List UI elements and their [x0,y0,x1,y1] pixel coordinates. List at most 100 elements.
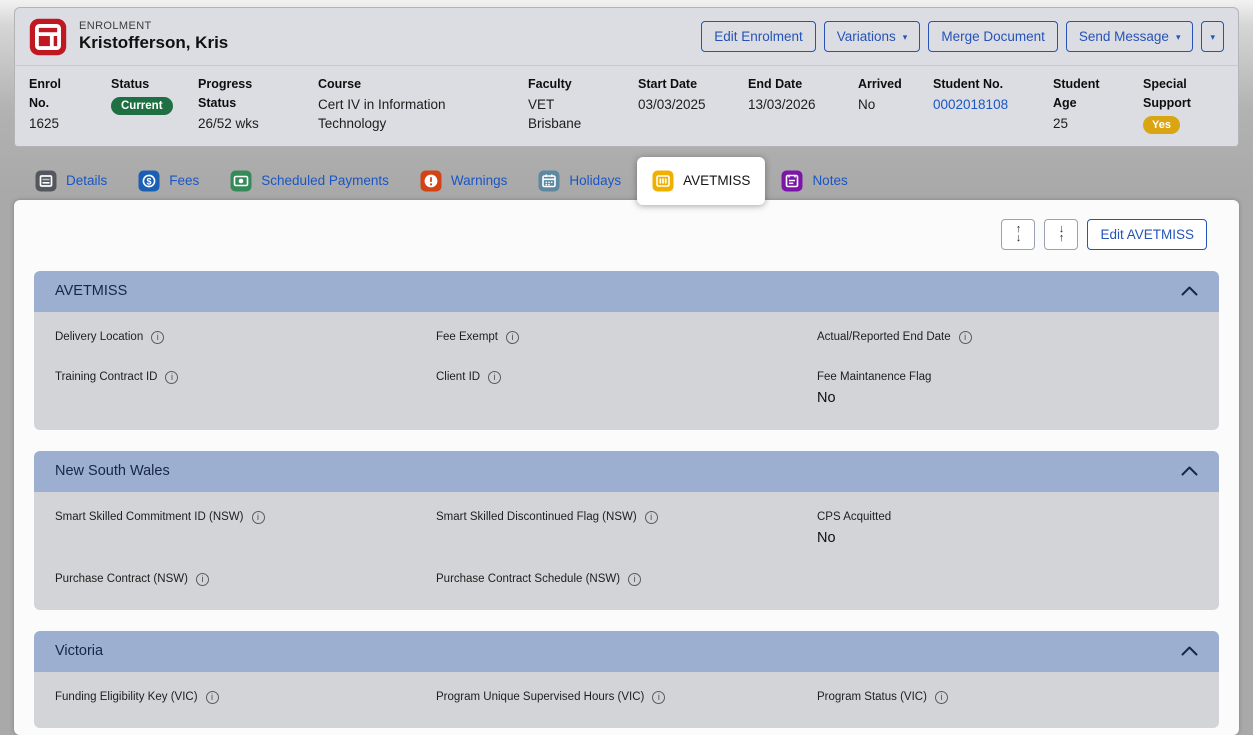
avetmiss-panel: ↑ ↓ ↓ ↑ Edit AVETMISS AVETMISS [14,199,1239,735]
student-no-link[interactable]: 0002018108 [933,96,1009,112]
info-icon[interactable]: i [934,690,948,704]
field-label: Training Contract ID [55,371,158,384]
merge-document-label: Merge Document [941,29,1045,44]
arrived-field: Arrived No [858,75,933,134]
field-client-id: Client ID i [436,370,817,406]
tab-details-label: Details [66,173,108,189]
warning-icon [420,170,442,192]
section-nsw-title: New South Wales [55,463,170,480]
faculty-label: Faculty [528,77,572,91]
info-icon[interactable]: i [205,690,219,704]
merge-document-button[interactable]: Merge Document [928,21,1058,52]
student-age-label: Student Age [1053,77,1100,110]
field-value: No [817,529,836,546]
enrol-no-label: Enrol No. [29,77,61,110]
student-age-value: 25 [1053,115,1069,131]
end-date-value: 13/03/2026 [748,96,816,112]
field-empty [817,573,1198,586]
progress-status-value: 26/52 wks [198,115,259,131]
field-cps-acquitted: CPS Acquitted No [817,511,1198,546]
field-actual-reported-end-date: Actual/Reported End Date i [817,330,1198,344]
edit-avetmiss-button[interactable]: Edit AVETMISS [1087,218,1207,250]
enrolment-header: ENROLMENT Kristofferson, Kris Edit Enrol… [14,7,1239,65]
note-icon [781,170,803,192]
tab-details[interactable]: Details [20,157,122,205]
tab-notes[interactable]: Notes [766,157,862,205]
header-actions: Edit Enrolment Variations ▾ Merge Docume… [701,21,1224,52]
info-icon[interactable]: i [251,510,265,524]
student-no-field: Student No. 0002018108 [933,75,1053,134]
faculty-field: Faculty VET Brisbane [528,75,638,134]
tab-avetmiss[interactable]: AVETMISS [637,156,766,205]
student-age-field: Student Age 25 [1053,75,1143,134]
field-delivery-location: Delivery Location i [55,330,436,344]
tab-holidays[interactable]: Holidays [523,157,636,205]
chart-icon [652,170,674,192]
info-icon[interactable]: i [195,572,209,586]
section-new-south-wales: New South Wales Smart Skilled Commitment… [34,450,1219,610]
field-label: Smart Skilled Commitment ID (NSW) [55,511,244,524]
section-victoria-header[interactable]: Victoria [34,630,1219,672]
chevron-up-icon [1181,646,1198,656]
status-label: Status [111,77,150,91]
info-icon[interactable]: i [151,330,165,344]
arrived-label: Arrived [858,77,902,91]
section-avetmiss-body: Delivery Location i Fee Exempt i Actual/Re… [34,311,1219,430]
field-label: Client ID [436,371,481,384]
field-fee-maintanence-flag: Fee Maintanence Flag No [817,371,1198,406]
send-message-dropdown-button[interactable]: Send Message ▾ [1065,21,1194,52]
progress-status-field: Progress Status 26/52 wks [198,75,318,134]
edit-avetmiss-label: Edit AVETMISS [1100,226,1194,242]
expand-all-button[interactable]: ↑ ↓ [1001,218,1036,250]
field-funding-eligibility-key: Funding Eligibility Key (VIC) i [55,690,436,704]
variations-dropdown-button[interactable]: Variations ▾ [823,21,921,52]
field-value: No [817,389,836,406]
collapse-all-button[interactable]: ↓ ↑ [1044,218,1079,250]
field-program-unique-supervised-hours: Program Unique Supervised Hours (VIC) i [436,690,817,704]
tab-warnings[interactable]: Warnings [405,157,523,205]
progress-status-label: Progress Status [198,77,253,110]
info-icon[interactable]: i [488,370,502,384]
field-label: Delivery Location [55,331,144,344]
special-support-label: Special Support [1143,77,1191,110]
field-label: Purchase Contract (NSW) [55,573,188,586]
edit-enrolment-button[interactable]: Edit Enrolment [701,21,816,52]
info-icon[interactable]: i [644,510,658,524]
tab-avetmiss-label: AVETMISS [683,173,751,189]
tab-scheduled-payments[interactable]: Scheduled Payments [215,157,404,205]
field-label: Purchase Contract Schedule (NSW) [436,573,621,586]
enrolment-tabs: Details $ Fees Scheduled Payments [14,156,1239,205]
header-identity: ENROLMENT Kristofferson, Kris [29,18,228,56]
chevron-up-icon [1181,466,1198,476]
enrolment-app-icon [29,18,67,55]
section-nsw-body: Smart Skilled Commitment ID (NSW) i Smart… [34,491,1219,610]
course-value: Cert IV in Information Technology [318,96,446,131]
avetmiss-toolbar: ↑ ↓ ↓ ↑ Edit AVETMISS [14,218,1239,250]
section-avetmiss-header[interactable]: AVETMISS [34,270,1219,312]
tab-warnings-label: Warnings [450,173,508,189]
more-actions-dropdown-button[interactable]: ▾ [1201,21,1224,52]
field-purchase-contract-schedule: Purchase Contract Schedule (NSW) i [436,572,817,586]
info-icon[interactable]: i [958,330,972,344]
info-icon[interactable]: i [165,370,179,384]
section-avetmiss-title: AVETMISS [55,283,128,300]
info-icon[interactable]: i [506,330,519,344]
section-nsw-header[interactable]: New South Wales [34,450,1219,492]
send-message-label: Send Message [1078,29,1169,44]
tab-fees[interactable]: $ Fees [123,157,214,205]
course-field: Course Cert IV in Information Technology [318,75,528,134]
page-title: Kristofferson, Kris [79,33,229,52]
enrolment-summary-bar: Enrol No. 1625 Status Current Progress S… [14,65,1239,147]
header-text: ENROLMENT Kristofferson, Kris [79,20,228,53]
field-label: Funding Eligibility Key (VIC) [55,691,198,704]
field-label: Program Status (VIC) [817,691,927,704]
field-label: Fee Exempt [436,331,498,344]
info-icon[interactable]: i [652,690,666,704]
field-purchase-contract: Purchase Contract (NSW) i [55,572,436,586]
start-date-value: 03/03/2025 [638,96,706,112]
field-training-contract-id: Training Contract ID i [55,370,436,406]
caret-down-icon: ▾ [1175,32,1181,42]
info-icon[interactable]: i [628,572,642,586]
field-fee-exempt: Fee Exempt i [436,330,817,344]
